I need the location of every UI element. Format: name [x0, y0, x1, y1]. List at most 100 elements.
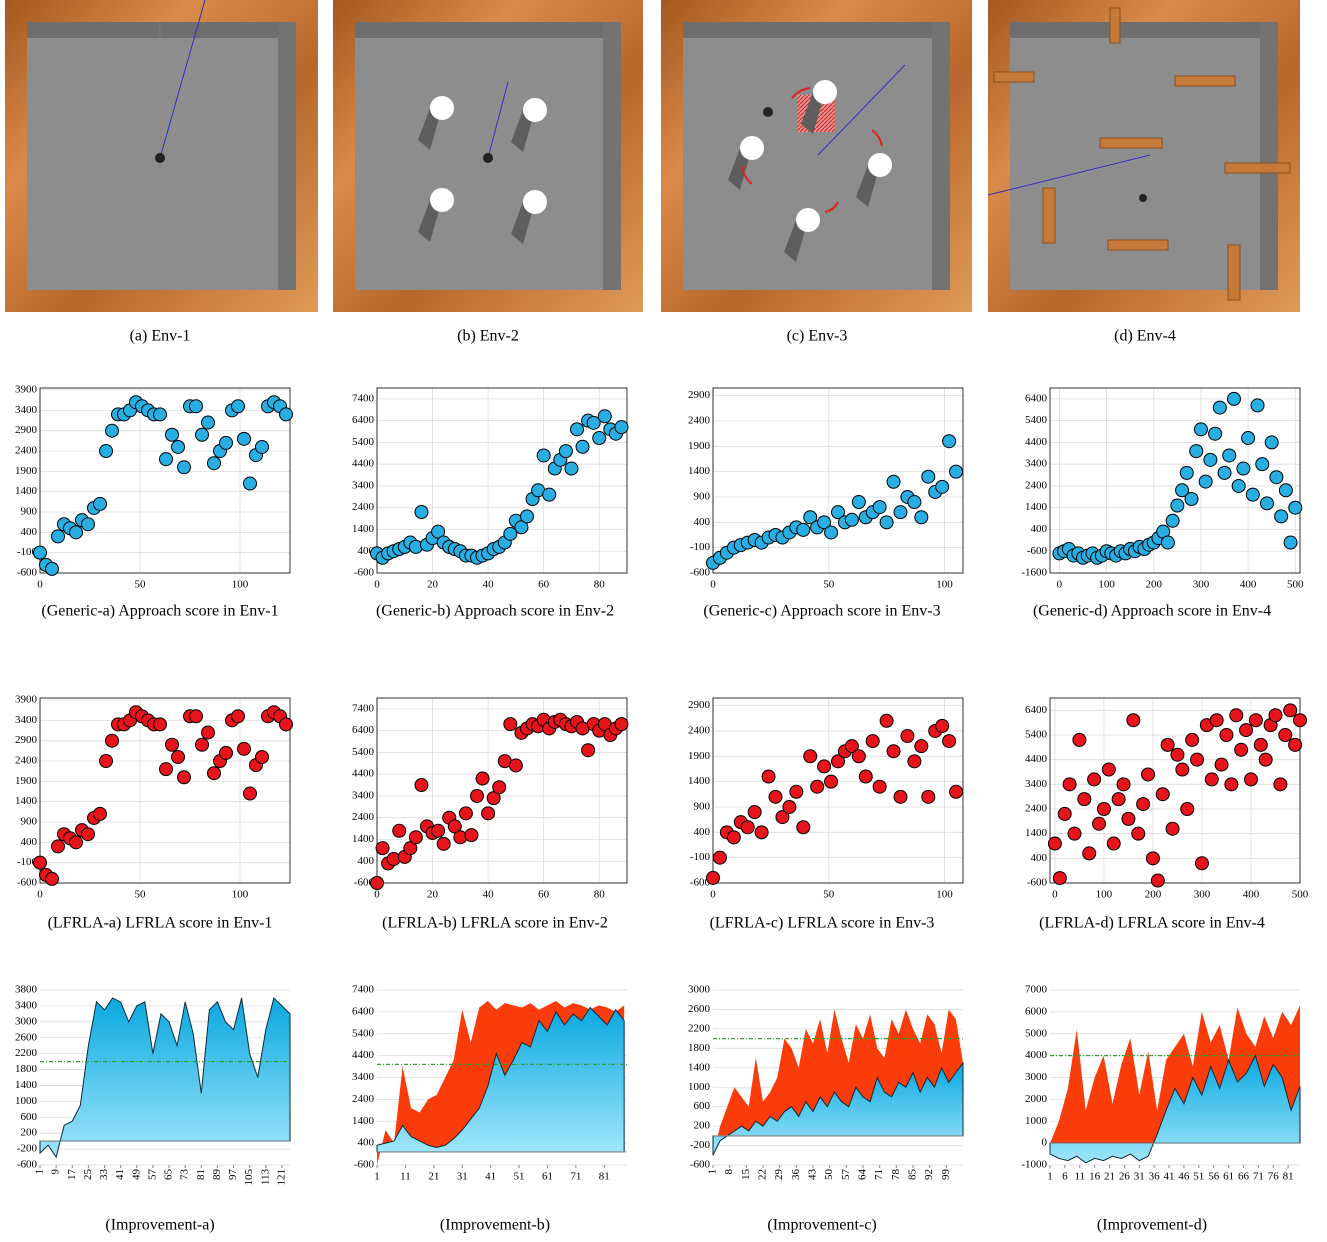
- y-tick-label: 2400: [688, 724, 711, 736]
- x-tick-label: 76: [1268, 1171, 1280, 1183]
- x-tick-label: 100: [232, 889, 249, 901]
- y-tick-label: 400: [1031, 523, 1048, 535]
- point: [1264, 435, 1279, 450]
- point: [844, 512, 859, 527]
- point: [768, 789, 783, 804]
- point: [754, 825, 769, 840]
- y-tick-label: 1400: [15, 1079, 38, 1091]
- point: [458, 806, 473, 821]
- point: [1293, 713, 1307, 728]
- point: [886, 744, 901, 759]
- x-tick-label: 500: [1292, 889, 1309, 901]
- point: [1217, 465, 1232, 480]
- point: [1160, 737, 1175, 752]
- point: [177, 770, 191, 785]
- point: [921, 469, 936, 484]
- x-tick-label: 1: [374, 1171, 380, 1183]
- point: [775, 810, 790, 825]
- point: [872, 779, 887, 794]
- point: [219, 435, 233, 450]
- y-tick-label: -600: [354, 567, 375, 579]
- point: [1224, 777, 1239, 792]
- y-tick-label: 900: [694, 491, 711, 503]
- caption: (Generic-a) Approach score in Env-1: [41, 603, 278, 620]
- y-tick-label: 2600: [15, 1031, 38, 1043]
- point: [1106, 836, 1121, 851]
- x-tick-label: 0: [710, 889, 716, 901]
- x-tick-label: 56: [1208, 1171, 1220, 1183]
- y-tick-label: 6000: [1025, 1005, 1048, 1017]
- point: [542, 487, 557, 502]
- x-tick-label: 1: [1047, 1171, 1053, 1183]
- y-tick-label: -600: [690, 877, 711, 889]
- point: [1288, 500, 1303, 515]
- x-tick-label: 0: [374, 889, 380, 901]
- x-tick-label: 60: [538, 889, 550, 901]
- point: [831, 505, 845, 520]
- point: [436, 836, 451, 851]
- point: [914, 510, 929, 525]
- y-tick-label: 600: [21, 1111, 38, 1123]
- x-tick-label: 100: [936, 889, 953, 901]
- y-tick-label: -600: [354, 1159, 375, 1171]
- x-tick-label: 40: [483, 579, 495, 591]
- point: [51, 529, 65, 544]
- point: [1175, 483, 1190, 498]
- x-tick-label: 57: [840, 1169, 852, 1181]
- point: [942, 434, 957, 449]
- x-tick-label: 26: [1119, 1171, 1131, 1183]
- plot-area: [713, 698, 963, 883]
- point: [1150, 873, 1165, 888]
- point: [1179, 465, 1194, 480]
- x-tick-label: 15: [740, 1169, 752, 1181]
- point: [492, 780, 507, 795]
- y-tick-label: 3400: [15, 999, 38, 1011]
- y-tick-label: 1800: [688, 1042, 711, 1054]
- y-tick-label: 6400: [1025, 392, 1048, 404]
- point: [1253, 737, 1268, 752]
- x-tick-label: 73: [179, 1169, 191, 1181]
- point: [195, 737, 209, 752]
- plot-frame: [376, 387, 628, 574]
- point: [1175, 762, 1190, 777]
- point: [177, 460, 191, 475]
- point: [1185, 732, 1200, 747]
- point: [942, 734, 957, 749]
- point: [851, 495, 866, 510]
- point: [81, 517, 95, 532]
- env-caption: (b) Env-2: [457, 328, 519, 345]
- point: [803, 749, 818, 764]
- x-tick-label: 89: [211, 1169, 223, 1181]
- point: [1222, 448, 1237, 463]
- point: [1194, 856, 1209, 871]
- y-tick-label: 400: [694, 826, 711, 838]
- caption: (Improvement-b): [440, 1217, 550, 1234]
- x-tick-label: 99: [940, 1169, 952, 1181]
- y-tick-label: 1400: [1025, 501, 1048, 513]
- point: [503, 526, 518, 541]
- plot-area: [1050, 388, 1300, 573]
- x-tick-label: 100: [936, 579, 953, 591]
- y-tick-label: -100: [690, 851, 711, 863]
- point: [1269, 470, 1284, 485]
- point: [1189, 444, 1204, 459]
- point: [581, 743, 596, 758]
- point: [1288, 737, 1303, 752]
- caption: (Improvement-a): [105, 1217, 214, 1234]
- point: [586, 415, 601, 430]
- y-tick-label: 1400: [352, 523, 375, 535]
- point: [219, 745, 233, 760]
- x-tick-label: 36: [790, 1169, 802, 1181]
- x-tick-label: 400: [1243, 889, 1260, 901]
- point: [33, 545, 47, 560]
- env-caption: (d) Env-4: [1114, 328, 1176, 345]
- point: [447, 819, 462, 834]
- env-4-image: [987, 0, 1300, 312]
- x-tick-label: 66: [1238, 1171, 1250, 1183]
- point: [153, 407, 167, 422]
- y-tick-label: 1900: [688, 440, 711, 452]
- x-tick-label: 11: [400, 1171, 411, 1183]
- x-tick-label: 21: [1104, 1171, 1115, 1183]
- x-tick-label: 80: [594, 579, 606, 591]
